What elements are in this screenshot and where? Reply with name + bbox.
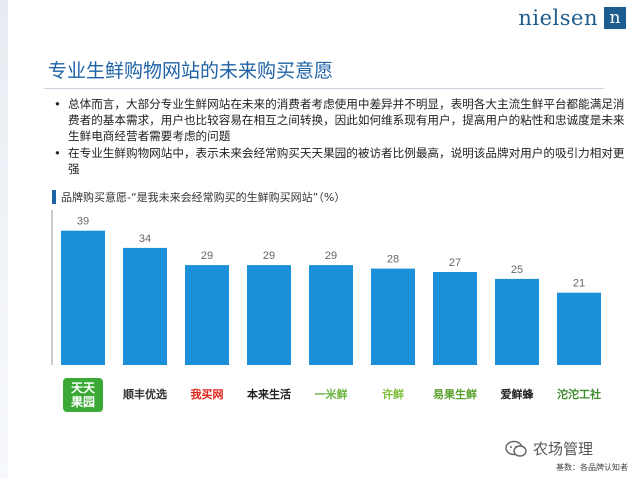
title-divider [44,88,604,89]
chart-heading-text: 品牌购买意愿-“是我未来会经常购买的生鲜购买网站”（%） [61,191,346,204]
tiantian-logo: 天天 果园 [63,378,103,412]
bar-value-label-2: 34 [139,233,151,245]
bar-value-label-8: 25 [511,264,523,276]
bar-value-label-4: 29 [263,250,275,262]
watermark: 农场管理 [505,438,593,459]
beequick-logo: 爱鲜蜂 [500,388,534,401]
yimixian-logo: 一米鲜 [314,388,348,401]
chart-heading: 品牌购买意愿-“是我未来会经常购买的生鲜购买网站”（%） [52,189,345,205]
bullet-item-1: 总体而言，大部分专业生鲜网站在未来的消费者考虑使用中差异并不明显，表明各大主流生… [52,96,627,145]
source-note: 基数：各品牌认知者 [556,463,628,472]
bar-2 [123,247,167,365]
xuxian-logo: 许鲜 [382,388,404,401]
brand-name: nielsen [518,6,598,30]
bar-7 [433,272,477,365]
bar-value-label-9: 21 [573,278,585,290]
watermark-text: 农场管理 [533,440,594,458]
yiguo-logo: 易果生鲜 [433,388,477,401]
bar-4 [247,265,291,365]
heading-marker [52,190,56,204]
bar-9 [557,292,601,365]
bar-value-label-5: 29 [325,250,337,262]
bar-5 [309,265,353,365]
bar-value-label-7: 27 [449,257,461,269]
sfbest-logo: 顺丰优选 [123,388,167,401]
bar-value-label-3: 29 [201,250,213,262]
bar-value-label-6: 28 [387,254,399,266]
bullet-list: 总体而言，大部分专业生鲜网站在未来的消费者考虑使用中差异并不明显，表明各大主流生… [52,96,627,177]
womai-logo: 我买网 [190,388,224,401]
bar-3 [185,265,229,365]
bar-8 [495,278,539,365]
bullet-item-2: 在专业生鲜购物网站中，表示未来会经常购买天天果园的被访者比例最高，说明该品牌对用… [52,145,627,177]
wechat-icon [505,440,527,457]
brand-mark: n [604,7,626,29]
slide-title: 专业生鲜购物网站的未来购买意愿 [48,60,334,82]
nielsen-logo: nielsen n [518,6,626,30]
left-rail [0,0,8,479]
bar-1 [61,230,105,365]
benlai-logo: 本来生活 [247,388,291,401]
bar-6 [371,268,415,365]
bar-value-label-1: 39 [77,216,89,228]
tootoo-logo: 沱沱工社 [557,388,601,401]
